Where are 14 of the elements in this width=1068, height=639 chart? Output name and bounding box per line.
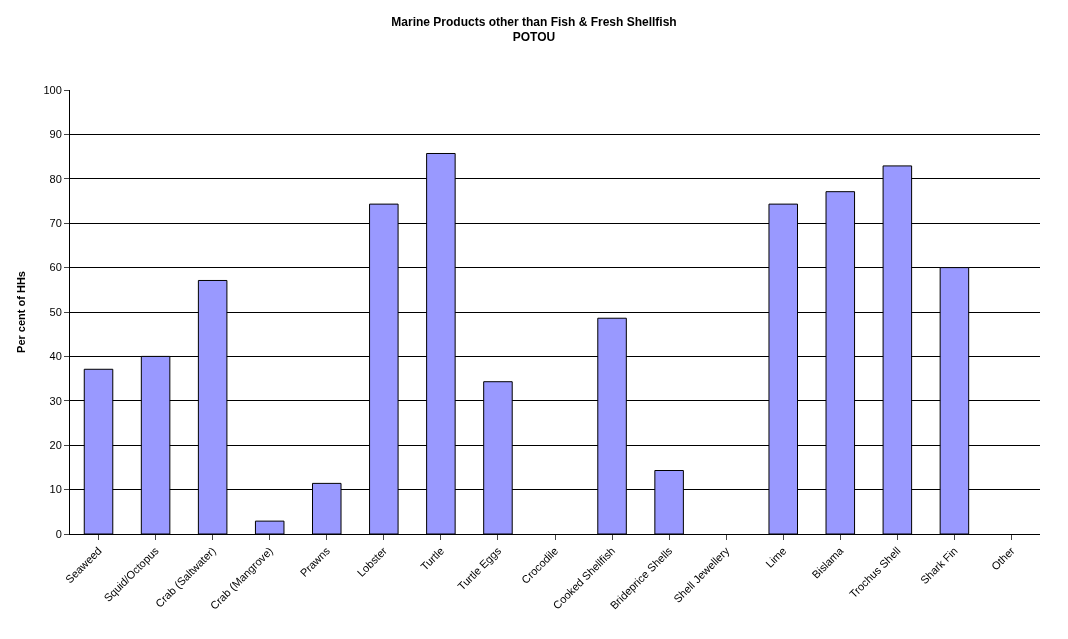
y-axis-title: Per cent of HHs — [15, 271, 28, 353]
y-tick-label: 30 — [49, 394, 62, 407]
y-tick-label: 0 — [55, 527, 62, 540]
y-tick-label: 50 — [49, 305, 62, 318]
y-tick-label: 60 — [49, 261, 62, 274]
y-tick-label: 40 — [49, 350, 62, 363]
chart-subtitle: POTOU — [512, 30, 556, 45]
y-tick-label: 100 — [43, 83, 62, 96]
y-tick-label: 90 — [49, 128, 62, 141]
y-tick-label: 20 — [49, 439, 62, 452]
y-tick-label: 70 — [49, 217, 62, 230]
chart-title: Marine Products other than Fish & Fresh Shellfish — [391, 14, 677, 29]
y-tick-label: 10 — [49, 483, 62, 496]
y-tick-label: 80 — [49, 172, 62, 185]
